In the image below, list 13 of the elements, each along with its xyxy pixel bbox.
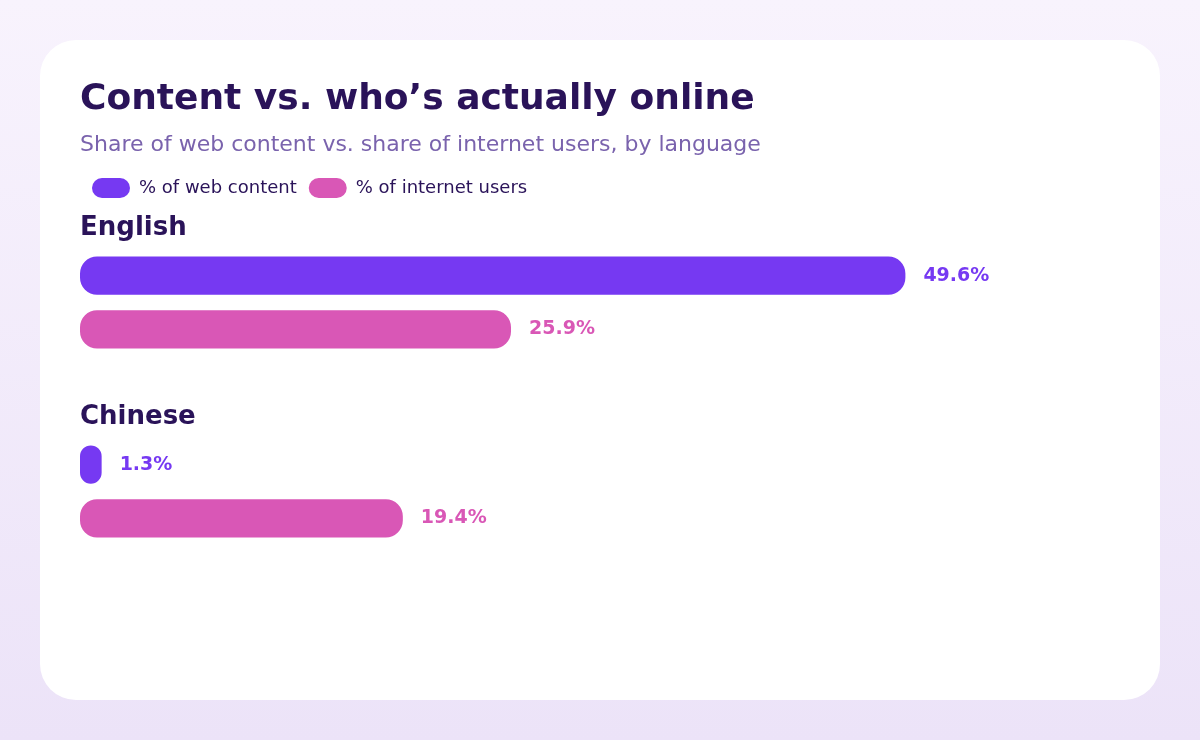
bar	[80, 499, 403, 538]
y-tick-label: English	[80, 210, 187, 241]
y-tick-label: Chinese	[80, 399, 196, 430]
data-label: 25.9%	[529, 316, 595, 339]
bar	[80, 310, 511, 349]
chart-subtitle: Share of web content vs. share of internet users, by language	[80, 131, 761, 156]
data-label: 19.4%	[420, 505, 487, 528]
legend-label: % of internet users	[355, 175, 528, 197]
bar	[80, 256, 906, 295]
legend-label: % of web content	[139, 175, 297, 197]
chart-title: Content vs. who’s actually online	[80, 76, 755, 117]
data-label: 49.6%	[923, 262, 990, 285]
data-label: 1.3%	[119, 451, 173, 474]
